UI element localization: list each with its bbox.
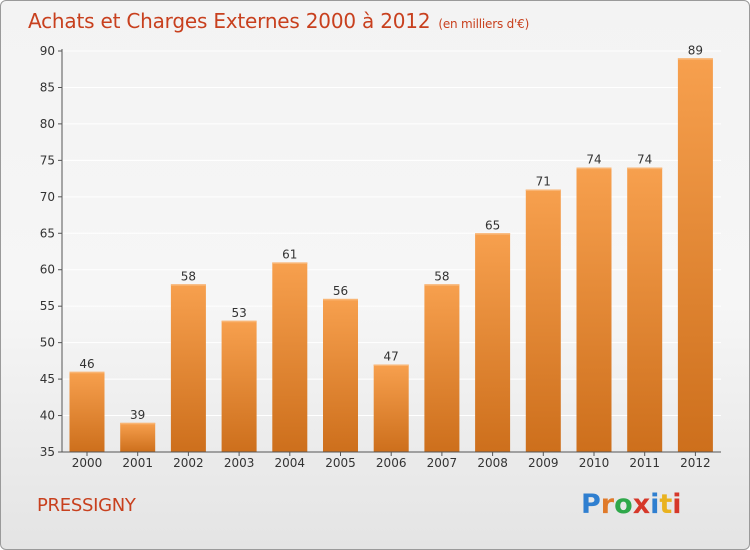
data-label-2001: 39: [130, 408, 145, 422]
data-label-2005: 56: [333, 284, 348, 298]
data-label-2010: 74: [586, 153, 601, 167]
axes: [61, 49, 721, 453]
data-label-2007: 58: [434, 269, 449, 283]
bar-top-2012: [677, 58, 713, 60]
bar-2007: [424, 284, 460, 452]
y-tick-label-50: 50: [40, 336, 55, 350]
y-tick-label-60: 60: [40, 263, 55, 277]
y-tick-label-90: 90: [40, 44, 55, 58]
y-tick-label-85: 85: [40, 80, 55, 94]
bar-2006: [373, 364, 409, 452]
bar-2003: [221, 320, 257, 452]
bar-2001: [120, 422, 156, 452]
x-tick-label-2004: 2004: [275, 456, 306, 470]
data-label-2009: 71: [536, 175, 551, 189]
x-tick-label-2010: 2010: [579, 456, 610, 470]
logo-letter: i: [650, 489, 660, 520]
data-label-2012: 89: [688, 43, 703, 57]
logo-letter: r: [600, 489, 615, 520]
bar-top-2011: [627, 167, 663, 170]
bar-top-2006: [373, 364, 409, 367]
commune-name: PRESSIGNY: [37, 495, 136, 516]
y-tick-label-40: 40: [40, 409, 55, 423]
logo-letter: P: [581, 489, 601, 520]
data-label-2000: 46: [79, 357, 94, 371]
x-tick-label-2003: 2003: [224, 456, 255, 470]
x-tick-label-2007: 2007: [427, 456, 458, 470]
data-label-2011: 74: [637, 153, 652, 167]
bar-top-2000: [69, 371, 105, 374]
logo-letter: i: [672, 489, 682, 520]
bar-2004: [272, 262, 308, 452]
y-tick-label-75: 75: [40, 153, 55, 167]
bar-2005: [323, 298, 358, 452]
unit-label: (en milliers d'€): [438, 17, 530, 31]
data-label-2002: 58: [181, 269, 196, 283]
bar-2011: [627, 167, 663, 452]
x-tick-label-2002: 2002: [173, 456, 204, 470]
bar-top-2005: [323, 298, 358, 301]
bar-2002: [170, 284, 206, 452]
y-tick-label-55: 55: [40, 299, 55, 313]
logo-letter: o: [614, 489, 633, 520]
data-label-2003: 53: [231, 306, 246, 320]
title-text: Achats et Charges Externes 2000 à 2012: [28, 9, 431, 33]
x-tick-label-2006: 2006: [376, 456, 407, 470]
x-tick-label-2011: 2011: [629, 456, 660, 470]
data-labels: 46 39 58 53 61 56 47 58 65 71 74 74 89: [79, 43, 703, 422]
bar-top-2007: [424, 284, 460, 286]
chart-title: Achats et Charges Externes 2000 à 2012 (e…: [28, 9, 529, 33]
x-tick-label-2005: 2005: [325, 456, 356, 470]
y-tick-label-35: 35: [40, 445, 55, 459]
y-axis-ticks: 35 40 45 50 55 60 65 70 75 80 85 90: [40, 44, 62, 459]
y-tick-label-45: 45: [40, 372, 55, 386]
bar-2008: [475, 233, 511, 452]
data-label-2004: 61: [282, 247, 297, 261]
bar-top-2002: [170, 284, 206, 286]
y-tick-label-65: 65: [40, 226, 55, 240]
data-label-2008: 65: [485, 218, 500, 232]
y-tick-label-80: 80: [40, 117, 55, 131]
x-axis-ticks: 2000 2001 2002 2003 2004 2005 2006 2007 2008 2009…: [72, 452, 711, 470]
data-label-2006: 47: [384, 350, 399, 364]
logo-letter: t: [659, 489, 673, 520]
bar-top-2009: [525, 189, 561, 192]
proxiti-logo: Proxiti: [581, 489, 682, 520]
x-tick-label-2000: 2000: [72, 456, 103, 470]
bar-2000: [69, 371, 105, 452]
x-tick-label-2008: 2008: [477, 456, 508, 470]
bar-top-2008: [475, 233, 511, 235]
x-tick-label-2009: 2009: [528, 456, 559, 470]
bar-top-2003: [221, 320, 257, 323]
y-tick-label-70: 70: [40, 190, 55, 204]
bar-2009: [525, 189, 561, 452]
logo-letter: x: [632, 489, 651, 520]
bar-top-2001: [120, 422, 156, 425]
bar-2010: [576, 167, 612, 452]
bar-2012: [677, 58, 713, 453]
bars: [69, 58, 713, 453]
bar-top-2010: [576, 167, 612, 170]
bar-top-2004: [272, 262, 308, 264]
x-tick-label-2012: 2012: [680, 456, 711, 470]
x-tick-label-2001: 2001: [122, 456, 153, 470]
